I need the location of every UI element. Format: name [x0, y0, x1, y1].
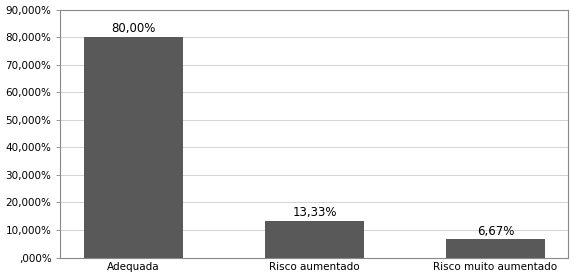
Text: 13,33%: 13,33% — [292, 206, 337, 219]
Text: 6,67%: 6,67% — [477, 225, 514, 237]
Bar — [265, 221, 364, 258]
Bar — [446, 239, 545, 258]
Bar — [84, 37, 183, 258]
Text: 80,00%: 80,00% — [111, 23, 156, 36]
